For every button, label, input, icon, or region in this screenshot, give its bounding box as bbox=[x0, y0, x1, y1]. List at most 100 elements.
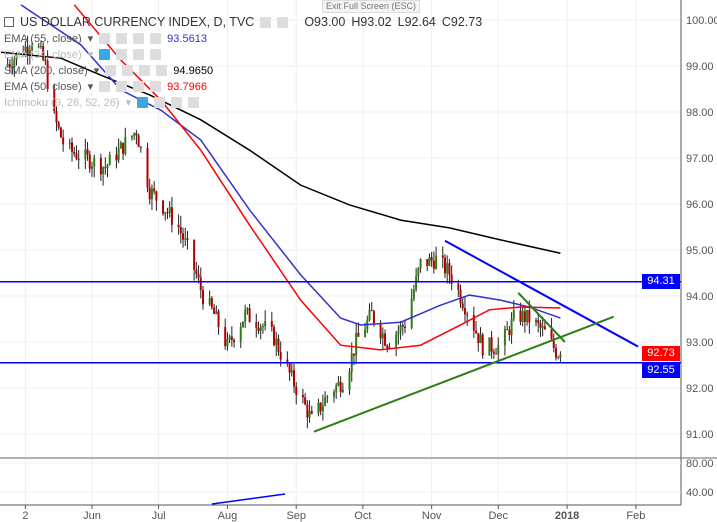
candle-body bbox=[379, 323, 382, 339]
indicator-legend-row[interactable]: EMA (34, close) ▾ bbox=[4, 48, 482, 61]
add-icon[interactable] bbox=[133, 33, 145, 44]
gear-icon[interactable] bbox=[277, 16, 289, 28]
indicator-legend-row[interactable]: Ichimoku (9, 26, 52, 26) ▾ bbox=[4, 96, 482, 109]
x-tick-label: Sep bbox=[286, 510, 306, 522]
candle-body bbox=[148, 187, 151, 200]
moving-average-line[interactable] bbox=[20, 4, 561, 326]
candle-body bbox=[59, 127, 62, 138]
candle-body bbox=[339, 381, 342, 392]
gear-icon[interactable] bbox=[116, 33, 128, 44]
candle-body bbox=[341, 389, 344, 392]
symbol-name[interactable]: US DOLLAR CURRENCY INDEX, D, TVC bbox=[20, 15, 255, 29]
add-icon[interactable] bbox=[171, 97, 183, 108]
candle-body bbox=[495, 353, 498, 355]
trend-line[interactable] bbox=[444, 239, 639, 348]
indicator-name[interactable]: SMA (200, close) bbox=[4, 64, 88, 77]
candle-body bbox=[523, 311, 526, 323]
indicator-legend-row[interactable]: EMA (55, close) ▾ 93.5613 bbox=[4, 32, 482, 46]
candle-body bbox=[119, 142, 122, 149]
candle-body bbox=[417, 268, 420, 276]
candle-body bbox=[372, 311, 375, 324]
add-icon[interactable] bbox=[139, 65, 151, 76]
candle-body bbox=[381, 333, 384, 339]
candle-body bbox=[44, 59, 47, 61]
candle-body bbox=[355, 332, 358, 356]
candle-body bbox=[290, 370, 293, 373]
candle-body bbox=[230, 336, 233, 341]
eye-icon[interactable] bbox=[260, 16, 272, 28]
gear-icon[interactable] bbox=[122, 65, 134, 76]
candle-body bbox=[255, 322, 258, 328]
candle-body bbox=[73, 151, 76, 154]
indicator-legend-row[interactable]: SMA (200, close) ▾ 94.9650 bbox=[4, 64, 482, 78]
indicator-name[interactable]: EMA (34, close) bbox=[4, 48, 82, 61]
candle-body bbox=[166, 212, 169, 214]
trend-line[interactable] bbox=[313, 315, 615, 433]
candle-body bbox=[543, 326, 546, 330]
indicator-value: 93.5613 bbox=[167, 32, 207, 45]
trend-line[interactable] bbox=[517, 292, 566, 343]
close-icon[interactable] bbox=[150, 33, 162, 44]
chevron-down-icon[interactable]: ▾ bbox=[87, 81, 94, 93]
candle-body bbox=[415, 275, 418, 290]
candle-body bbox=[261, 326, 264, 328]
candle-body bbox=[293, 370, 296, 387]
moving-average-line[interactable] bbox=[0, 51, 561, 254]
gear-icon[interactable] bbox=[116, 49, 128, 60]
candle-body bbox=[324, 397, 327, 406]
candle-body bbox=[28, 49, 31, 54]
add-icon[interactable] bbox=[133, 81, 145, 92]
indicator-legend-row[interactable]: EMA (50, close) ▾ 93.7966 bbox=[4, 80, 482, 94]
candle-body bbox=[384, 333, 387, 346]
candle-body bbox=[357, 332, 360, 337]
indicator-name[interactable]: EMA (55, close) bbox=[4, 32, 82, 45]
candle-body bbox=[535, 320, 537, 323]
chevron-down-icon[interactable]: ▾ bbox=[125, 97, 132, 109]
eye-icon[interactable] bbox=[99, 49, 111, 60]
y-tick-label: 99.00 bbox=[686, 61, 714, 73]
y-tick-label: 92.00 bbox=[686, 383, 714, 395]
chevron-down-icon[interactable]: ▾ bbox=[87, 33, 94, 45]
indicator-value: 93.7966 bbox=[167, 80, 207, 93]
add-icon[interactable] bbox=[133, 49, 145, 60]
candle-body bbox=[15, 53, 18, 60]
eye-icon[interactable] bbox=[99, 33, 111, 44]
gear-icon[interactable] bbox=[116, 81, 128, 92]
collapse-icon[interactable] bbox=[4, 17, 14, 27]
candle-body bbox=[364, 329, 367, 337]
y-tick-label: 95.00 bbox=[686, 245, 714, 257]
indicator-name[interactable]: Ichimoku (9, 26, 52, 26) bbox=[4, 96, 120, 109]
candle-body bbox=[557, 357, 560, 359]
indicator-name[interactable]: EMA (50, close) bbox=[4, 80, 82, 93]
candle-body bbox=[226, 339, 229, 347]
candle-body bbox=[217, 311, 220, 328]
eye-icon[interactable] bbox=[99, 81, 111, 92]
candle-body bbox=[352, 353, 355, 356]
candle-body bbox=[133, 133, 136, 136]
gear-icon[interactable] bbox=[154, 97, 166, 108]
chevron-down-icon[interactable]: ▾ bbox=[93, 65, 100, 77]
candle-body bbox=[213, 307, 216, 314]
eye-icon[interactable] bbox=[105, 65, 117, 76]
close-icon[interactable] bbox=[150, 49, 162, 60]
close-icon[interactable] bbox=[156, 65, 168, 76]
candle-body bbox=[68, 142, 71, 145]
x-tick-label: Aug bbox=[218, 510, 238, 522]
candle-body bbox=[477, 332, 480, 343]
eye-icon[interactable] bbox=[137, 97, 149, 108]
close-icon[interactable] bbox=[188, 97, 200, 108]
candle-body bbox=[295, 386, 298, 395]
candle-body bbox=[150, 188, 153, 200]
chevron-down-icon[interactable]: ▾ bbox=[87, 49, 94, 61]
close-icon[interactable] bbox=[150, 81, 162, 92]
lower-panel-line[interactable] bbox=[211, 493, 286, 505]
candle-body bbox=[259, 326, 262, 331]
candle-body bbox=[279, 352, 282, 360]
candle-body bbox=[528, 309, 531, 323]
candle-body bbox=[537, 320, 540, 324]
candle-body bbox=[106, 165, 109, 169]
candle-body bbox=[84, 149, 87, 160]
candle-body bbox=[463, 308, 466, 315]
